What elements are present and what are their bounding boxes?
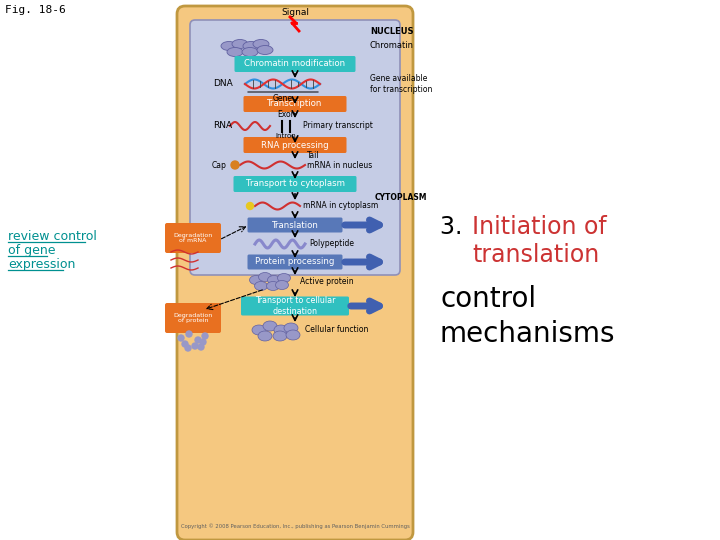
Ellipse shape: [250, 275, 263, 285]
Text: RNA processing: RNA processing: [261, 140, 329, 150]
Circle shape: [202, 333, 208, 339]
FancyBboxPatch shape: [235, 56, 356, 72]
FancyBboxPatch shape: [233, 176, 356, 192]
Text: Fig. 18-6: Fig. 18-6: [5, 5, 66, 15]
Ellipse shape: [273, 331, 287, 341]
Text: Cap: Cap: [212, 160, 227, 170]
Text: 3.: 3.: [440, 215, 470, 239]
Text: review control: review control: [8, 230, 97, 243]
Ellipse shape: [243, 42, 259, 51]
Ellipse shape: [284, 323, 298, 333]
Text: mRNA in cytoplasm: mRNA in cytoplasm: [303, 201, 378, 211]
Ellipse shape: [227, 48, 243, 57]
Ellipse shape: [254, 281, 268, 291]
Circle shape: [182, 341, 188, 347]
Text: Transcription: Transcription: [267, 99, 323, 109]
Ellipse shape: [257, 45, 273, 55]
Text: Gene available
for transcription: Gene available for transcription: [370, 75, 433, 94]
FancyBboxPatch shape: [165, 223, 221, 253]
FancyBboxPatch shape: [248, 218, 343, 233]
Text: Copyright © 2008 Pearson Education, Inc., publishing as Pearson Benjamin Cumming: Copyright © 2008 Pearson Education, Inc.…: [181, 523, 410, 529]
Ellipse shape: [276, 280, 289, 289]
Ellipse shape: [286, 330, 300, 340]
Text: RNA: RNA: [213, 122, 232, 131]
Text: Chromatin modification: Chromatin modification: [244, 59, 346, 69]
Circle shape: [186, 331, 192, 337]
Text: Polypeptide: Polypeptide: [309, 240, 354, 248]
Ellipse shape: [252, 325, 266, 335]
Ellipse shape: [232, 39, 248, 49]
Text: Exon: Exon: [278, 110, 296, 119]
Text: mRNA in nucleus: mRNA in nucleus: [307, 160, 372, 170]
Text: Intron: Intron: [276, 133, 297, 139]
Text: Transport to cellular
destination: Transport to cellular destination: [255, 296, 336, 316]
Text: expression: expression: [8, 258, 76, 271]
Ellipse shape: [253, 39, 269, 49]
Text: Protein processing: Protein processing: [256, 258, 335, 267]
Circle shape: [192, 343, 198, 349]
Text: Primary transcript: Primary transcript: [303, 122, 373, 131]
Text: control
mechanisms: control mechanisms: [440, 285, 616, 348]
Circle shape: [231, 161, 239, 169]
Circle shape: [198, 344, 204, 350]
Text: Cellular function: Cellular function: [305, 326, 369, 334]
Ellipse shape: [258, 273, 271, 281]
Text: Translation: Translation: [271, 220, 318, 230]
Text: Degradation
of mRNA: Degradation of mRNA: [174, 233, 212, 244]
Ellipse shape: [277, 273, 290, 282]
Text: Initiation of
translation: Initiation of translation: [472, 215, 607, 267]
Circle shape: [185, 345, 191, 351]
Ellipse shape: [266, 281, 279, 291]
FancyBboxPatch shape: [248, 254, 343, 269]
FancyBboxPatch shape: [243, 137, 346, 153]
Circle shape: [246, 202, 253, 210]
FancyBboxPatch shape: [165, 303, 221, 333]
Text: NUCLEUS: NUCLEUS: [370, 28, 413, 37]
Text: Active protein: Active protein: [300, 278, 354, 287]
Text: Chromatin: Chromatin: [370, 42, 414, 51]
Circle shape: [200, 339, 206, 345]
Text: DNA: DNA: [213, 79, 233, 89]
Text: CYTOPLASM: CYTOPLASM: [375, 193, 428, 202]
Ellipse shape: [221, 42, 237, 51]
Text: of gene: of gene: [8, 244, 55, 257]
Ellipse shape: [263, 321, 277, 331]
Circle shape: [178, 335, 184, 341]
Ellipse shape: [274, 325, 288, 335]
Text: Gene: Gene: [273, 94, 293, 103]
Text: Degradation
of protein: Degradation of protein: [174, 313, 212, 323]
Text: Tail: Tail: [307, 151, 320, 160]
FancyBboxPatch shape: [190, 20, 400, 275]
Circle shape: [195, 337, 201, 343]
Text: Signal: Signal: [281, 8, 309, 17]
Text: Transport to cytoplasm: Transport to cytoplasm: [246, 179, 344, 188]
Ellipse shape: [258, 331, 272, 341]
FancyBboxPatch shape: [241, 296, 349, 315]
Ellipse shape: [268, 275, 281, 285]
FancyBboxPatch shape: [243, 96, 346, 112]
Ellipse shape: [242, 48, 258, 57]
FancyBboxPatch shape: [177, 6, 413, 540]
